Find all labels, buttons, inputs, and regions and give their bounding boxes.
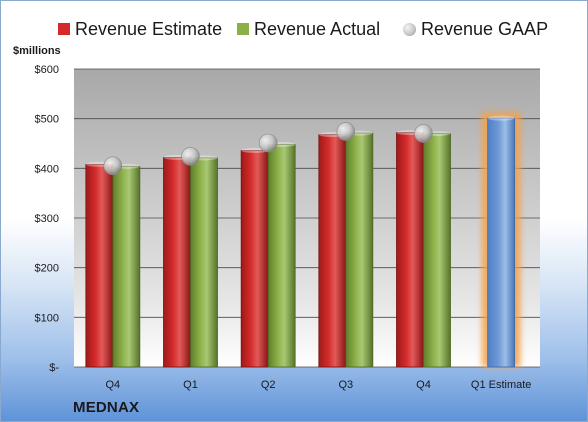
legend-item-gaap: Revenue GAAP — [403, 15, 548, 43]
legend-swatch-actual — [237, 23, 249, 35]
bar-revenue-actual — [267, 144, 296, 368]
bar-revenue-actual — [112, 165, 141, 368]
bar-revenue-actual — [190, 157, 218, 368]
x-tick-label: Q4 — [416, 379, 431, 391]
bar-revenue-actual — [423, 133, 451, 368]
y-tick-label: $500 — [35, 114, 59, 126]
bar-revenue-actual — [345, 132, 374, 368]
y-tick-label: $200 — [35, 263, 59, 275]
legend-label-gaap: Revenue GAAP — [421, 18, 549, 39]
x-tick-label: Q3 — [338, 379, 353, 391]
bar-revenue-estimate — [240, 150, 269, 368]
bar-revenue-estimate — [163, 157, 191, 368]
x-tick-label: Q1 — [183, 379, 198, 391]
legend-label-estimate: Revenue Estimate — [75, 18, 223, 39]
marker-revenue-gaap — [414, 124, 433, 143]
marker-revenue-gaap — [103, 156, 123, 176]
y-tick-label: $- — [49, 362, 59, 374]
bar-q1-estimate — [487, 117, 516, 368]
company-name: MEDNAX — [73, 399, 140, 416]
legend-swatch-gaap — [403, 22, 416, 36]
x-tick-label: Q2 — [261, 379, 276, 391]
marker-revenue-gaap — [181, 147, 200, 166]
chart-legend: Revenue Estimate Revenue Actual Revenue … — [1, 15, 587, 43]
y-tick-label: $600 — [35, 64, 59, 76]
bar-q1-estimate-top — [487, 115, 515, 121]
y-axis-unit-label: $millions — [13, 45, 61, 57]
marker-revenue-gaap — [258, 133, 278, 153]
legend-label-actual: Revenue Actual — [254, 18, 381, 39]
y-tick-label: $100 — [35, 312, 59, 324]
marker-revenue-gaap — [336, 122, 356, 141]
legend-item-estimate: Revenue Estimate — [58, 15, 222, 43]
y-tick-label: $300 — [35, 213, 59, 225]
bar-revenue-estimate — [85, 163, 114, 368]
y-tick-label: $400 — [35, 163, 59, 175]
bar-revenue-estimate — [318, 134, 347, 368]
x-tick-label: Q4 — [105, 379, 120, 391]
x-tick-label: Q1 Estimate — [471, 379, 532, 391]
bar-revenue-estimate — [396, 132, 424, 368]
legend-item-actual: Revenue Actual — [237, 15, 380, 43]
legend-swatch-estimate — [58, 23, 70, 35]
